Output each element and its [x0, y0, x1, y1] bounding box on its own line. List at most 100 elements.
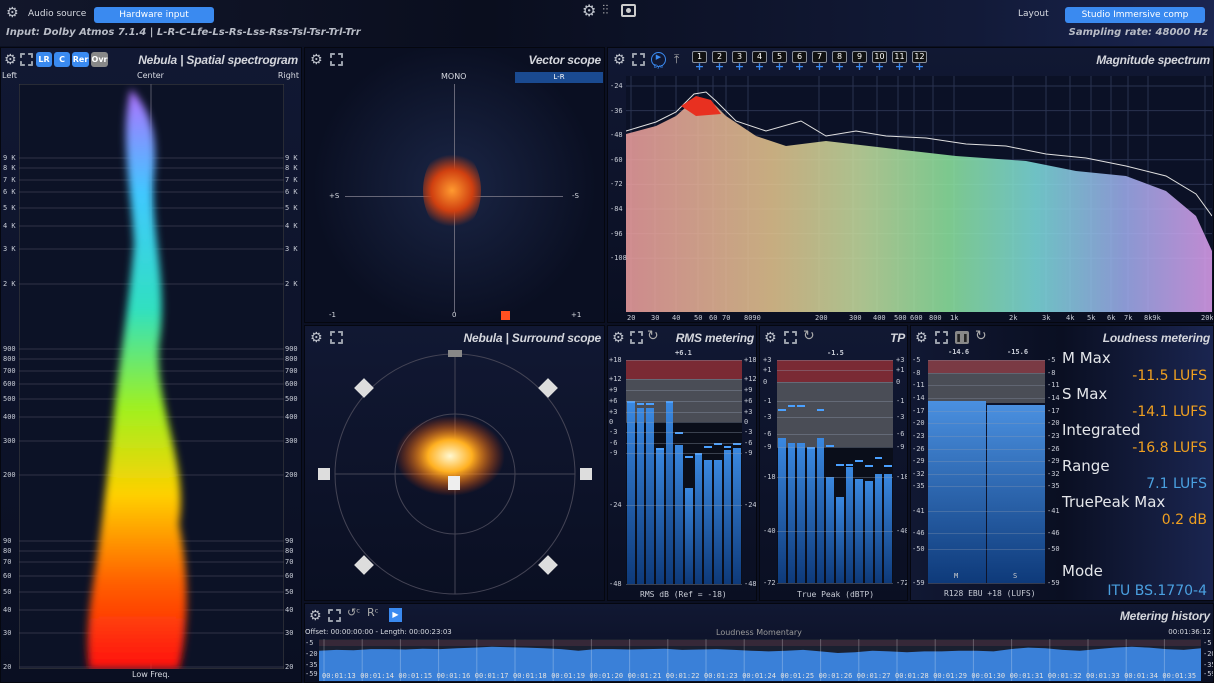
plus-icon[interactable]: +: [774, 60, 785, 73]
panel-title: Nebula | Spatial spectrogram: [138, 53, 298, 67]
peak-hold-marker: [787, 405, 796, 407]
channel-11-toggle[interactable]: 11 +: [892, 51, 907, 73]
peak-hold-marker: [646, 402, 654, 405]
expand-icon[interactable]: [330, 331, 343, 344]
freq-label: 90: [3, 537, 12, 545]
gear-icon[interactable]: ⚙: [4, 52, 17, 68]
freq-label: 70: [3, 558, 12, 566]
freeze-peak-icon[interactable]: ⤒: [674, 52, 680, 66]
scale-label: -29: [912, 457, 925, 465]
freq-label: 500: [894, 314, 907, 322]
scale-label: +3: [763, 356, 772, 364]
plus-icon[interactable]: +: [854, 60, 865, 73]
reset-icon[interactable]: ↻: [803, 328, 815, 344]
channel-5-toggle[interactable]: 5 +: [772, 51, 787, 73]
freq-label: 4 K: [285, 222, 298, 230]
gear-icon[interactable]: ⚙: [310, 52, 323, 68]
channel-number: 8: [832, 51, 847, 63]
reset-icon[interactable]: ↻: [975, 328, 987, 344]
meter-gridline: [928, 583, 1045, 584]
lufs-label: -59: [305, 670, 318, 678]
plus-icon[interactable]: +: [834, 60, 845, 73]
peak-hold-marker: [855, 460, 863, 463]
expand-icon[interactable]: [935, 331, 948, 344]
channel-level-bar: [874, 473, 883, 583]
channel-4-toggle[interactable]: 4 +: [752, 51, 767, 73]
lr-button[interactable]: LR: [36, 52, 52, 67]
ovr-button[interactable]: Ovr: [91, 52, 108, 67]
scale-label: +1: [896, 366, 905, 374]
gear-icon[interactable]: ⚙: [582, 1, 597, 20]
plus-icon[interactable]: +: [734, 60, 745, 73]
c-button[interactable]: C: [54, 52, 70, 67]
gear-icon[interactable]: ⚙: [310, 330, 323, 346]
meter-gridline: [777, 370, 893, 371]
freq-label: 800: [929, 314, 942, 322]
plus-icon[interactable]: +: [914, 60, 925, 73]
rer-button[interactable]: Rer: [72, 52, 89, 67]
scale-label: +3: [744, 408, 753, 416]
db-label: -96: [610, 229, 623, 238]
plus-icon[interactable]: +: [694, 60, 705, 73]
scale-label: -1: [896, 397, 905, 405]
freq-label: 50: [3, 588, 12, 596]
listener-icon: [448, 476, 460, 490]
sampling-rate: Sampling rate: 48000 Hz: [1068, 27, 1208, 38]
expand-icon[interactable]: [330, 53, 343, 66]
screenshot-icon[interactable]: [621, 4, 636, 17]
channel-7-toggle[interactable]: 7 +: [812, 51, 827, 73]
channel-number: 9: [852, 51, 867, 63]
gear-icon[interactable]: ⚙: [613, 52, 626, 68]
scale-label: -9: [763, 443, 772, 451]
pause-button[interactable]: ❚❚: [955, 331, 969, 344]
history-graph[interactable]: [319, 639, 1201, 681]
eye-play-button[interactable]: ▶ Eye: [651, 52, 666, 70]
gear-icon[interactable]: ⚙: [764, 330, 777, 346]
clip-zone: [928, 360, 1045, 373]
layout-button[interactable]: Studio Immersive comp: [1065, 7, 1205, 23]
channel-3-toggle[interactable]: 3 +: [732, 51, 747, 73]
loudness-metering-panel: ⚙ ❚❚ ↻ Loudness metering -14.6 -15.6 M S -…: [910, 325, 1214, 601]
expand-icon[interactable]: [328, 609, 341, 622]
plus-icon[interactable]: +: [874, 60, 885, 73]
channel-1-toggle[interactable]: 1 +: [692, 51, 707, 73]
expand-icon[interactable]: [784, 331, 797, 344]
plus-icon[interactable]: +: [814, 60, 825, 73]
stat-value: -16.8 LUFS: [1132, 440, 1207, 456]
play-button[interactable]: ▶: [389, 608, 402, 622]
expand-icon[interactable]: [20, 53, 33, 66]
time-label: 00:01:16: [436, 672, 471, 680]
expand-icon[interactable]: [632, 53, 645, 66]
plus-icon[interactable]: +: [894, 60, 905, 73]
meter-gridline: [626, 412, 742, 413]
channel-number: 2: [712, 51, 727, 63]
gear-icon[interactable]: ⚙: [6, 5, 19, 21]
channel-2-toggle[interactable]: 2 +: [712, 51, 727, 73]
reset-integrated-icon[interactable]: ↺ᶜ: [347, 606, 361, 619]
left-label: Left: [2, 71, 18, 80]
channel-9-toggle[interactable]: 9 +: [852, 51, 867, 73]
gear-icon[interactable]: ⚙: [309, 608, 322, 624]
freq-label: 300: [285, 437, 298, 445]
reset-icon[interactable]: ↻: [647, 328, 659, 344]
freq-label: 40: [285, 606, 294, 614]
expand-icon[interactable]: [630, 331, 643, 344]
audio-source-button[interactable]: Hardware input: [94, 7, 214, 23]
channel-8-toggle[interactable]: 8 +: [832, 51, 847, 73]
s-peak-value: -15.6: [1007, 348, 1029, 356]
gear-icon[interactable]: ⚙: [915, 330, 928, 346]
mixer-icon[interactable]: ⫶⫶: [602, 3, 609, 18]
channel-6-toggle[interactable]: 6 +: [792, 51, 807, 73]
l-r-mode-button[interactable]: L-R: [515, 72, 603, 83]
scale-label: -50: [912, 545, 925, 553]
gear-icon[interactable]: ⚙: [612, 330, 625, 346]
plus-icon[interactable]: +: [794, 60, 805, 73]
plus-icon[interactable]: +: [714, 60, 725, 73]
channel-10-toggle[interactable]: 10 +: [872, 51, 887, 73]
meter-gridline: [928, 360, 1045, 361]
plus-icon[interactable]: +: [754, 60, 765, 73]
channel-12-toggle[interactable]: 12 +: [912, 51, 927, 73]
panel-title: RMS metering: [675, 331, 754, 345]
lufs-label: -5: [1203, 639, 1212, 647]
reset-range-icon[interactable]: Rᶜ: [367, 606, 379, 619]
